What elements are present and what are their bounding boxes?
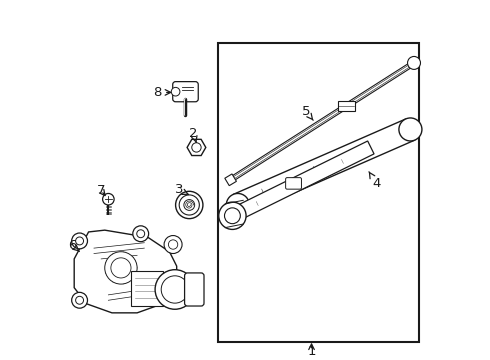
FancyBboxPatch shape [131,271,163,306]
Circle shape [192,143,201,152]
Text: 5: 5 [302,105,313,120]
FancyBboxPatch shape [338,101,355,112]
Circle shape [155,270,195,309]
Polygon shape [229,61,416,182]
Text: 2: 2 [189,127,197,143]
Polygon shape [225,141,374,224]
Circle shape [408,57,420,69]
Circle shape [133,226,148,242]
Circle shape [399,118,422,141]
Text: 3: 3 [174,183,189,196]
Text: 7: 7 [97,184,105,197]
Bar [218,43,419,342]
FancyBboxPatch shape [172,82,198,102]
Circle shape [179,195,199,215]
Text: 4: 4 [369,172,380,190]
Circle shape [224,208,240,224]
FancyBboxPatch shape [286,177,301,189]
Circle shape [169,240,178,249]
Polygon shape [225,174,237,186]
Circle shape [75,296,83,304]
Circle shape [75,237,83,245]
Circle shape [137,230,145,238]
Polygon shape [74,230,177,313]
Circle shape [72,292,88,308]
Circle shape [164,235,182,253]
Circle shape [111,258,131,278]
Polygon shape [187,139,206,156]
Circle shape [219,202,246,229]
Text: 6: 6 [68,239,79,252]
Circle shape [226,193,249,216]
Circle shape [175,191,203,219]
Text: 8: 8 [153,86,171,99]
Circle shape [161,276,189,303]
FancyBboxPatch shape [185,273,204,306]
Circle shape [102,193,114,205]
Circle shape [105,252,137,284]
Circle shape [72,233,88,249]
Circle shape [184,199,195,210]
Polygon shape [233,119,415,216]
Circle shape [172,87,180,96]
Text: 1: 1 [307,345,316,358]
